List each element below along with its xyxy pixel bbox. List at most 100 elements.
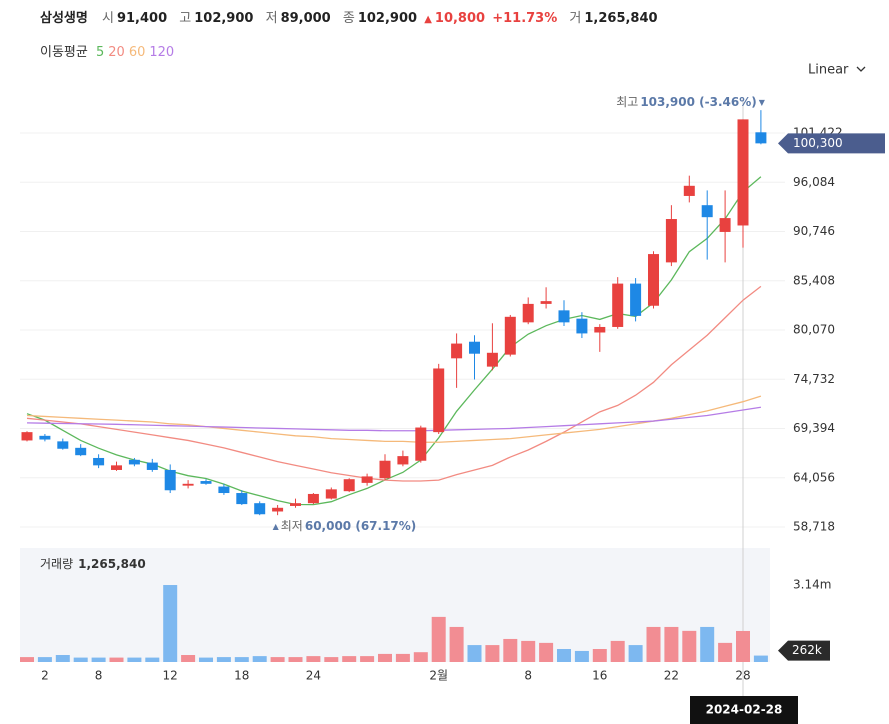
volume-bar — [449, 626, 464, 662]
candle-body — [486, 352, 498, 367]
candle-body — [182, 483, 194, 486]
scale-chevron[interactable] — [856, 66, 866, 72]
x-tick-label: 28 — [735, 669, 750, 683]
candle-body — [146, 462, 158, 470]
stock-name: 삼성생명 — [40, 11, 88, 26]
y-tick-label: 74,732 — [793, 372, 835, 386]
volume-bar — [181, 655, 196, 662]
volume-tick-label: 3.14m — [793, 578, 831, 592]
y-tick-label: 96,084 — [793, 175, 835, 189]
price-tag — [778, 133, 885, 154]
volume-bar — [557, 649, 571, 662]
open-label: 시 — [101, 11, 114, 26]
candle-body — [540, 301, 552, 304]
candle-body — [576, 318, 588, 334]
candle-body — [254, 503, 266, 515]
low-value: 89,000 — [280, 11, 331, 26]
volume-bar — [413, 652, 428, 662]
ma-60: 60 — [128, 45, 146, 60]
volume-bar — [145, 657, 160, 662]
volume-bar — [342, 656, 357, 662]
volume-bar — [753, 655, 768, 662]
max-prefix: 최고 — [616, 95, 638, 109]
candle-body — [755, 132, 767, 144]
x-tick-label: 2월 — [429, 669, 448, 683]
x-tick-label: 16 — [592, 669, 607, 683]
candle-body — [397, 456, 409, 465]
y-tick-label: 80,070 — [793, 323, 835, 337]
candle-body — [325, 489, 337, 499]
change-percent: +11.73% — [492, 11, 558, 26]
candle-body — [111, 465, 122, 470]
candle-body — [343, 479, 355, 492]
high-label: 고 — [179, 11, 192, 26]
candle-body — [57, 441, 69, 449]
y-tick-label: 85,408 — [793, 273, 835, 287]
candle-body — [164, 469, 176, 491]
candle-body — [648, 254, 659, 306]
volume-bar — [628, 645, 643, 662]
price-tag-label: 100,300 — [793, 136, 843, 150]
volume-bar — [592, 649, 607, 662]
volume-tag-label: 262k — [792, 643, 822, 657]
volume-value: 1,265,840 — [584, 11, 658, 26]
volume-bar — [395, 653, 410, 662]
volume-bar — [574, 650, 589, 662]
volume-label: 거 — [569, 11, 582, 26]
volume-title-value: 1,265,840 — [78, 557, 146, 571]
volume-bar — [270, 657, 285, 662]
volume-bar — [736, 630, 750, 662]
x-tick-label: 18 — [234, 669, 249, 683]
x-tick-label: 24 — [306, 669, 321, 683]
x-tick-label: 22 — [664, 669, 679, 683]
candle-body — [630, 283, 642, 316]
x-tick-label: 12 — [163, 669, 178, 683]
volume-bar — [73, 657, 88, 662]
volume-bar — [234, 657, 249, 662]
y-tick-label: 58,718 — [793, 520, 835, 534]
scale-toggle[interactable]: Linear — [808, 63, 849, 78]
candle-body — [504, 316, 516, 355]
min-marker: ▲ — [273, 522, 280, 531]
ma-5: 5 — [95, 45, 105, 60]
candle-body — [737, 119, 749, 226]
candle-body — [522, 303, 534, 323]
volume-bar — [700, 626, 715, 662]
volume-bar — [20, 657, 34, 662]
volume-bar — [163, 585, 178, 662]
candle-body — [128, 459, 140, 465]
volume-bar — [109, 657, 124, 662]
max-marker: ▼ — [759, 98, 766, 107]
candle-body — [272, 507, 284, 512]
volume-bar — [288, 657, 303, 662]
low-label: 저 — [265, 11, 278, 26]
volume-bar — [252, 656, 267, 662]
candle-body — [665, 219, 677, 263]
candle-body — [236, 493, 248, 505]
volume-bar — [718, 642, 733, 662]
volume-title: 거래량 1,265,840 — [40, 557, 146, 571]
change-arrow: ▲ — [424, 14, 432, 25]
candle-body — [307, 493, 319, 504]
volume-bar — [646, 626, 661, 662]
min-prefix: 최저 — [281, 519, 303, 533]
volume-bar — [539, 642, 554, 662]
volume-bar — [324, 657, 339, 662]
volume-bar — [521, 640, 536, 662]
crosshair-date-box — [690, 696, 798, 724]
volume-bar — [682, 630, 697, 662]
ma-line — [26, 406, 761, 432]
candle-body — [75, 447, 87, 456]
volume-panel — [20, 548, 770, 662]
candle-body — [433, 368, 445, 433]
y-tick-label: 90,746 — [793, 224, 835, 238]
candle-body — [39, 435, 51, 440]
volume-bar — [360, 656, 375, 662]
candle-body — [594, 326, 606, 333]
volume-bar — [610, 640, 625, 662]
volume-title-label: 거래량 — [40, 557, 73, 571]
close-value: 102,900 — [357, 11, 418, 26]
ma-line — [26, 395, 762, 443]
volume-bar — [664, 626, 679, 662]
